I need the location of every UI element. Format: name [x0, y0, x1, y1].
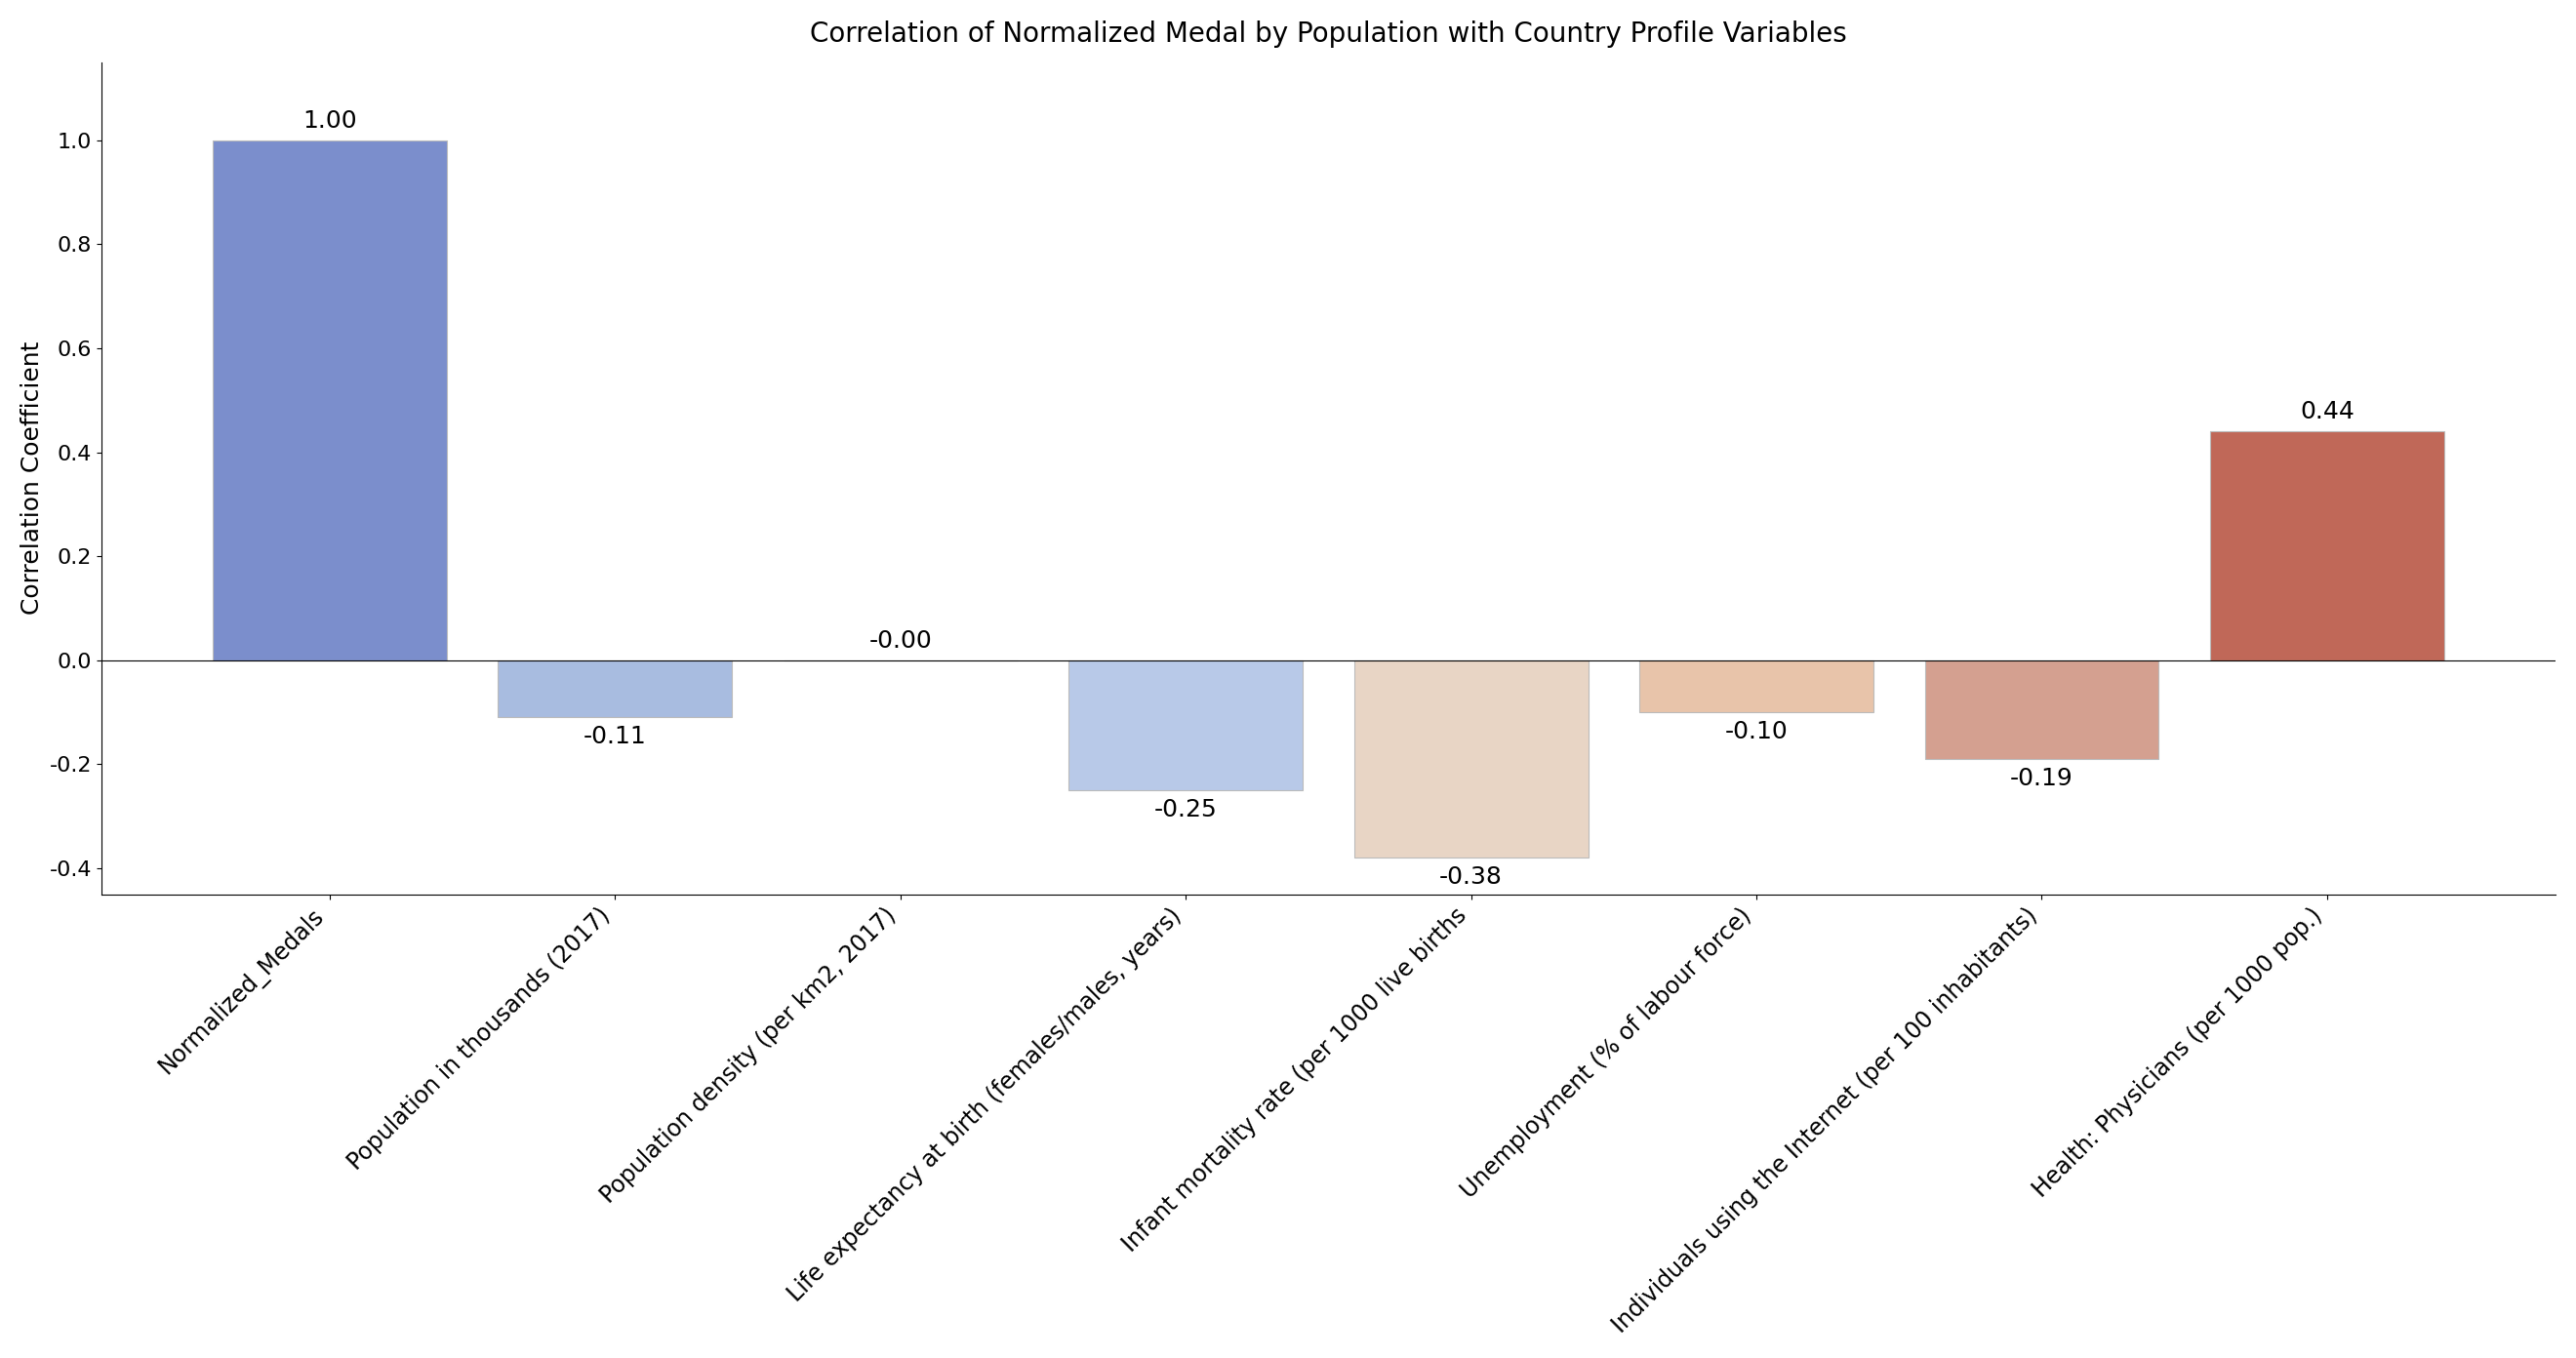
- Bar: [497, 660, 732, 717]
- Text: 1.00: 1.00: [301, 109, 358, 132]
- Bar: [1069, 660, 1303, 790]
- Bar: [1924, 660, 2159, 759]
- Text: -0.38: -0.38: [1440, 865, 1502, 889]
- Y-axis label: Correlation Coefficient: Correlation Coefficient: [21, 341, 44, 615]
- Text: -0.00: -0.00: [868, 629, 933, 652]
- Bar: [1355, 660, 1587, 858]
- Text: -0.11: -0.11: [582, 725, 647, 748]
- Text: -0.10: -0.10: [1726, 720, 1788, 743]
- Text: -0.19: -0.19: [2009, 767, 2074, 790]
- Bar: [214, 140, 446, 660]
- Text: 0.44: 0.44: [2300, 401, 2354, 424]
- Bar: [1638, 660, 1873, 712]
- Text: -0.25: -0.25: [1154, 799, 1218, 822]
- Bar: [2210, 432, 2445, 660]
- Title: Correlation of Normalized Medal by Population with Country Profile Variables: Correlation of Normalized Medal by Popul…: [809, 20, 1847, 48]
